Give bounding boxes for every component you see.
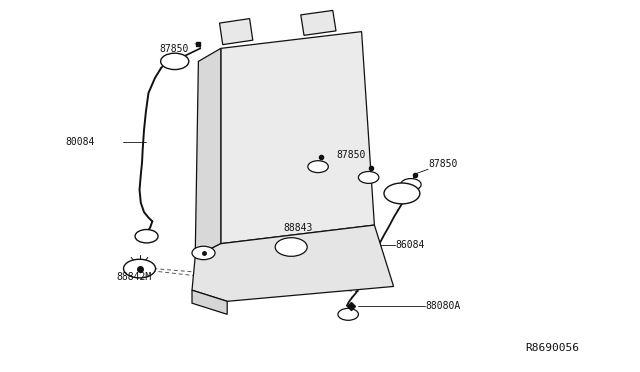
Polygon shape (221, 32, 374, 244)
Circle shape (192, 246, 215, 260)
Circle shape (275, 238, 307, 256)
Polygon shape (301, 10, 336, 35)
Text: 86084: 86084 (396, 240, 425, 250)
Circle shape (308, 161, 328, 173)
Text: 87850: 87850 (336, 151, 365, 160)
Circle shape (358, 171, 379, 183)
Circle shape (401, 179, 421, 190)
Text: 88080A: 88080A (426, 301, 461, 311)
Text: 88842M: 88842M (116, 272, 152, 282)
Polygon shape (192, 225, 394, 301)
Circle shape (161, 53, 189, 70)
Text: 88843: 88843 (283, 223, 312, 232)
Circle shape (384, 183, 420, 204)
Text: 87850: 87850 (159, 44, 189, 54)
Text: 87850: 87850 (429, 160, 458, 169)
Polygon shape (220, 19, 253, 45)
Circle shape (124, 259, 156, 278)
Polygon shape (195, 48, 221, 257)
Circle shape (338, 308, 358, 320)
Circle shape (135, 230, 158, 243)
Polygon shape (192, 290, 227, 314)
Text: 80084: 80084 (65, 137, 95, 147)
Text: R8690056: R8690056 (525, 343, 579, 353)
